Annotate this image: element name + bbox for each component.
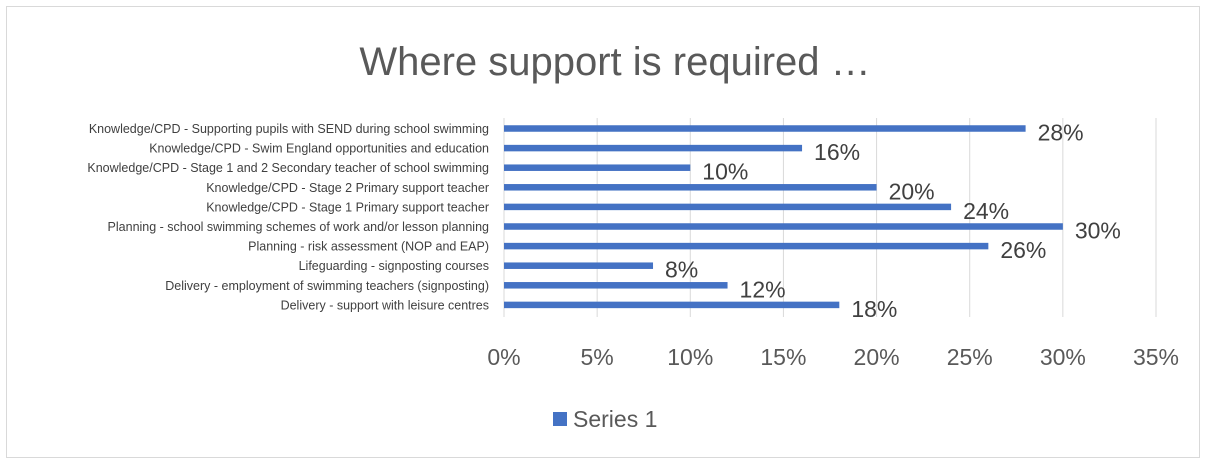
legend: Series 1 bbox=[553, 404, 657, 434]
data-label: 16% bbox=[814, 139, 860, 165]
bar bbox=[504, 125, 1026, 132]
category-labels: Knowledge/CPD - Supporting pupils with S… bbox=[87, 122, 489, 312]
bar bbox=[504, 164, 691, 171]
data-label: 26% bbox=[1000, 237, 1046, 263]
chart-title: Where support is required … bbox=[359, 40, 871, 84]
x-tick-label: 25% bbox=[947, 344, 993, 370]
data-label: 8% bbox=[665, 257, 698, 283]
category-label: Knowledge/CPD - Stage 1 and 2 Secondary … bbox=[87, 161, 489, 175]
data-label: 30% bbox=[1075, 218, 1121, 244]
category-label: Planning - risk assessment (NOP and EAP) bbox=[248, 240, 489, 254]
bar bbox=[504, 242, 989, 250]
category-label: Lifeguarding - signposting courses bbox=[299, 259, 489, 273]
data-label: 20% bbox=[889, 178, 935, 204]
x-tick-label: 10% bbox=[667, 344, 713, 370]
x-tick-label: 0% bbox=[487, 344, 520, 370]
bar bbox=[504, 301, 840, 309]
data-label: 10% bbox=[702, 159, 748, 185]
category-label: Knowledge/CPD - Swim England opportuniti… bbox=[149, 142, 489, 156]
chart-frame bbox=[6, 6, 1200, 458]
x-axis-tick-labels: 0% 5% 10% 15% 20% 25% 30% 35% bbox=[487, 344, 1179, 370]
bar bbox=[504, 203, 952, 211]
category-label: Knowledge/CPD - Supporting pupils with S… bbox=[89, 122, 489, 136]
data-label: 24% bbox=[963, 198, 1009, 224]
bar bbox=[504, 144, 803, 152]
bar bbox=[504, 223, 1063, 230]
category-label: Knowledge/CPD - Stage 1 Primary support … bbox=[206, 200, 489, 214]
category-label: Delivery - support with leisure centres bbox=[281, 298, 489, 312]
x-tick-label: 20% bbox=[854, 344, 900, 370]
legend-swatch bbox=[553, 412, 567, 426]
bar bbox=[504, 282, 728, 289]
bar bbox=[504, 262, 654, 269]
category-label: Knowledge/CPD - Stage 2 Primary support … bbox=[206, 181, 489, 195]
data-label: 12% bbox=[740, 276, 786, 302]
x-tick-label: 30% bbox=[1040, 344, 1086, 370]
data-label: 28% bbox=[1038, 120, 1084, 146]
x-tick-label: 15% bbox=[760, 344, 806, 370]
legend-label: Series 1 bbox=[573, 405, 658, 432]
category-label: Delivery - employment of swimming teache… bbox=[165, 279, 489, 293]
data-label: 18% bbox=[851, 296, 897, 322]
category-label: Planning - school swimming schemes of wo… bbox=[108, 220, 489, 234]
data-labels: 28% 16% 10% 20% 24% 30% 26% 8% 12% 18% bbox=[665, 120, 1121, 322]
x-tick-label: 35% bbox=[1133, 344, 1179, 370]
bar bbox=[504, 184, 877, 191]
x-tick-label: 5% bbox=[581, 344, 614, 370]
bars bbox=[504, 125, 1063, 309]
